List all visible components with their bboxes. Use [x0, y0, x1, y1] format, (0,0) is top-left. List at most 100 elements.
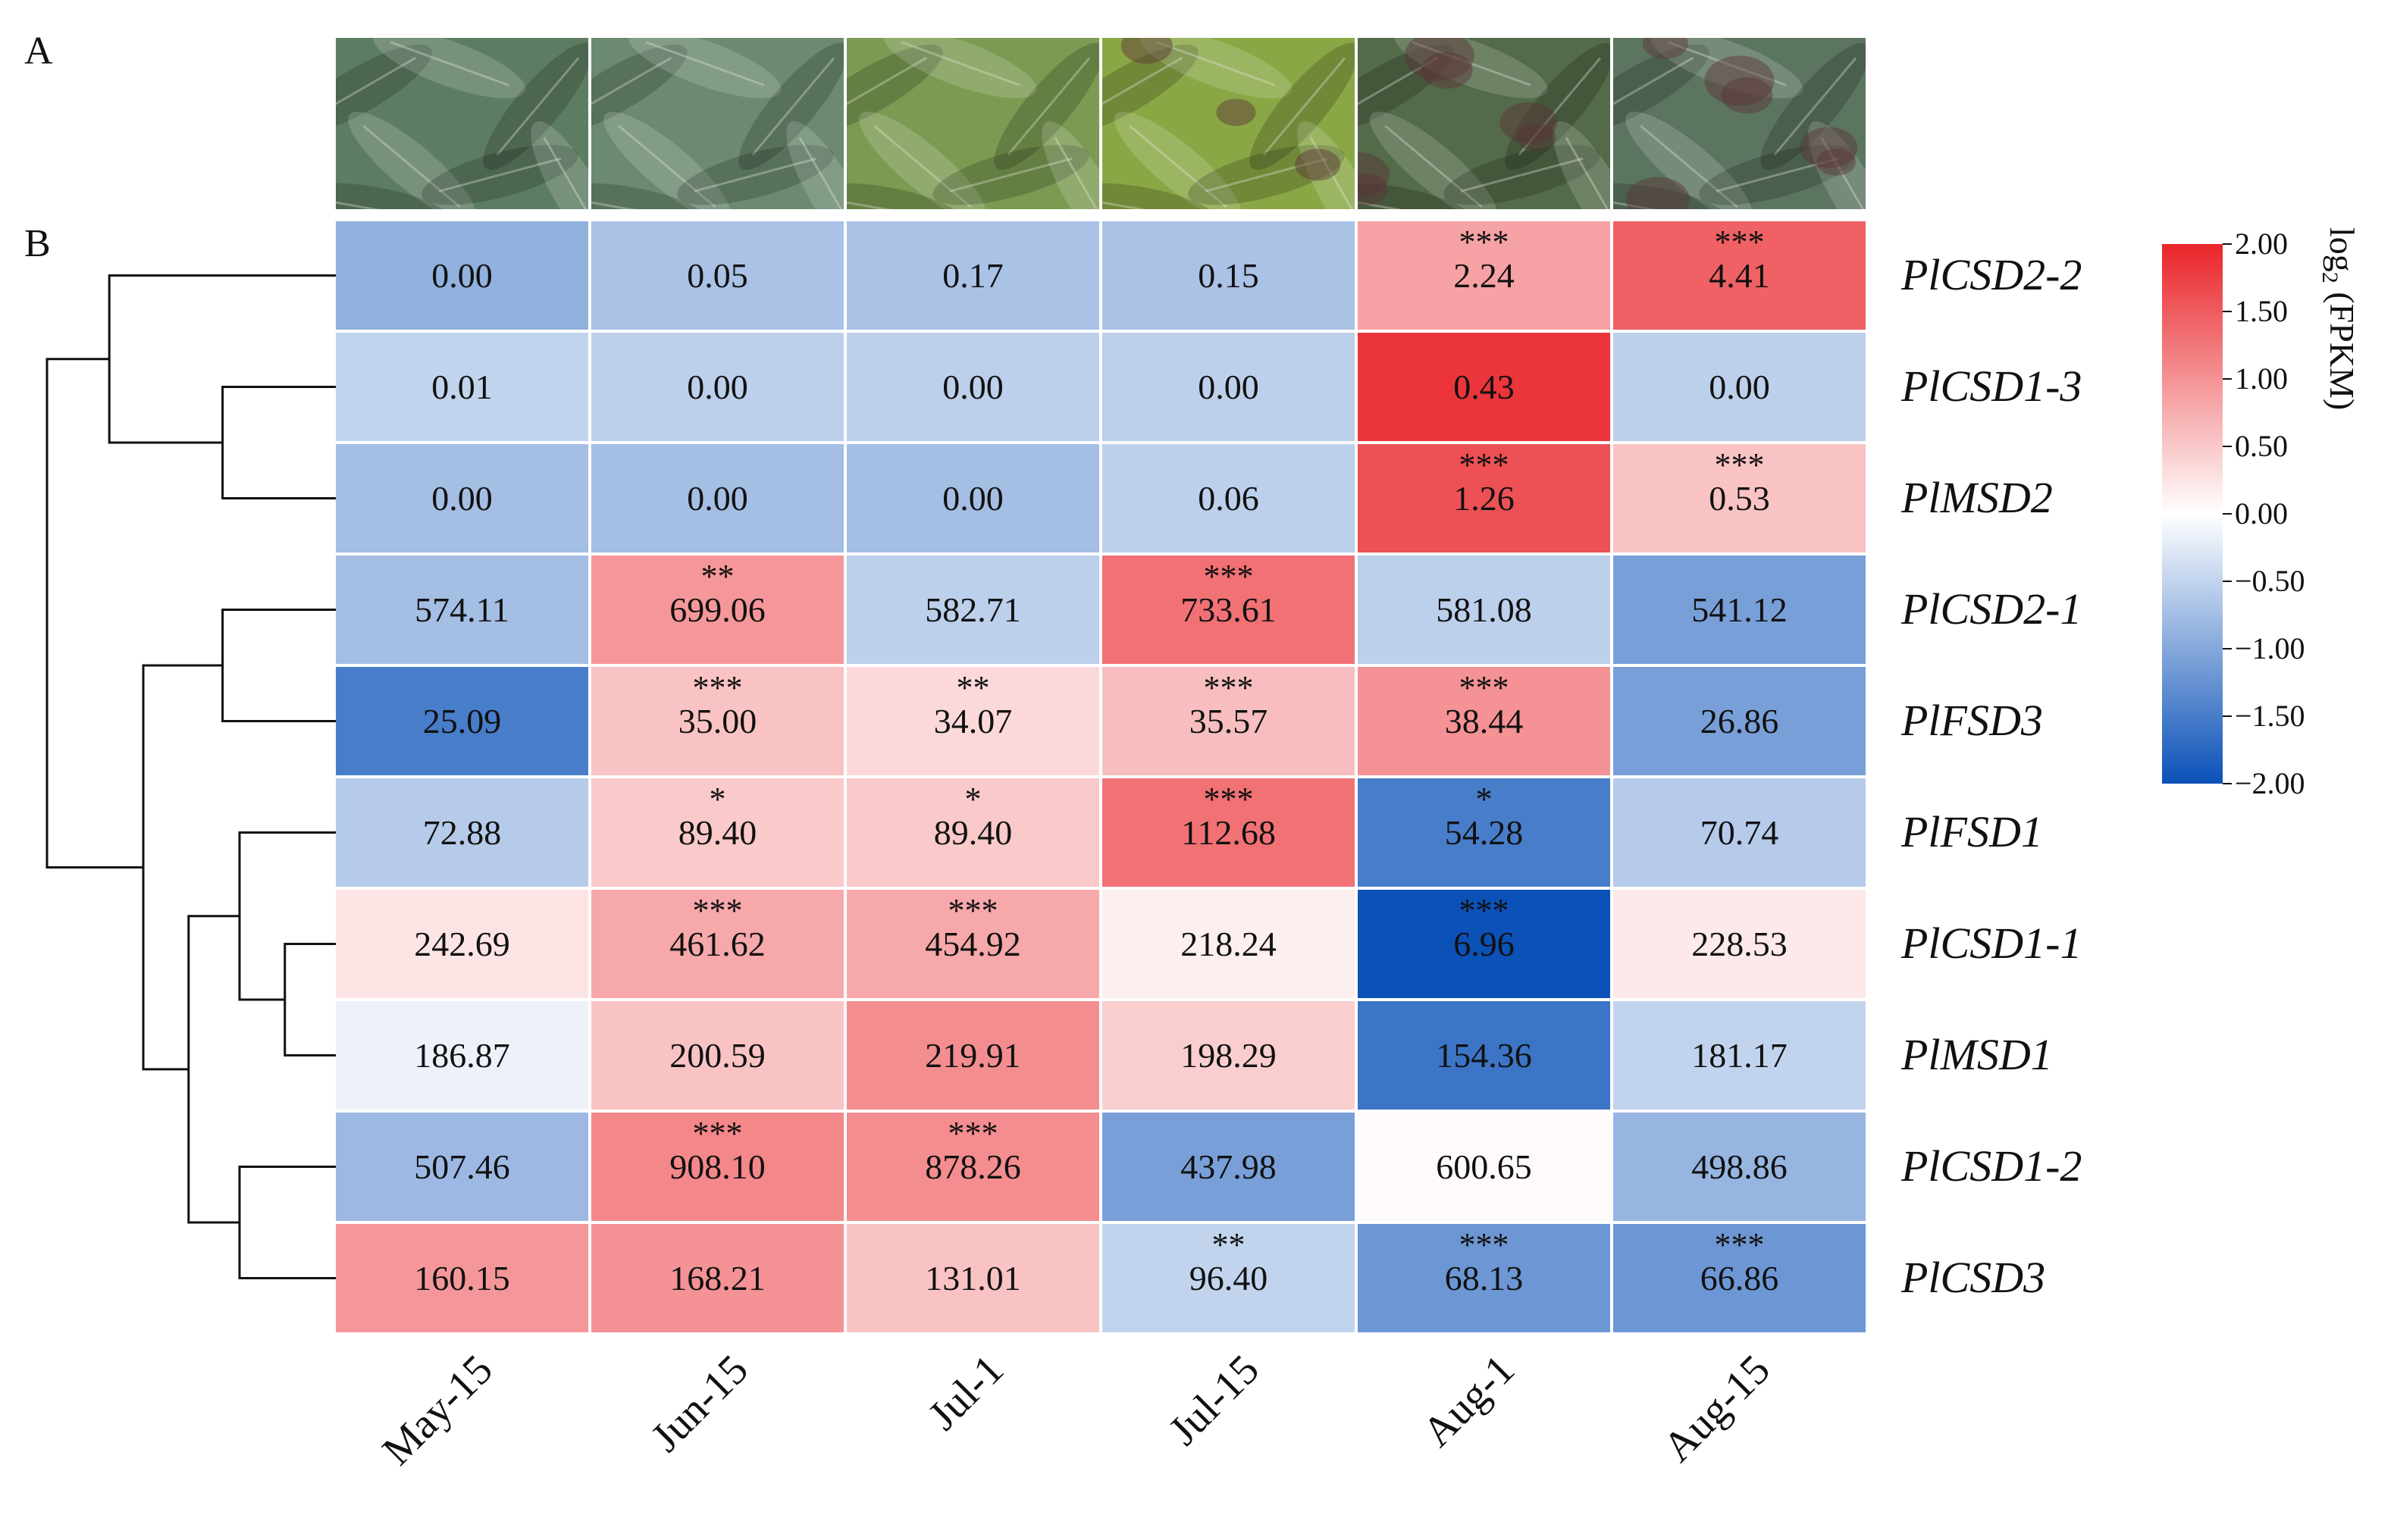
cell-value-label: 0.00: [942, 478, 1004, 518]
colorbar-tick-label: −0.50: [2235, 564, 2305, 598]
cell-value-label: 0.17: [942, 255, 1004, 295]
heatmap-cell: *** 68.13: [1358, 1224, 1610, 1332]
row-label: PlCSD1-2: [1901, 1141, 2082, 1191]
heatmap-cell: 581.08: [1358, 556, 1610, 664]
cell-value-label: 25.09: [422, 701, 502, 740]
cell-value-label: 66.86: [1700, 1258, 1779, 1297]
column-label: Jul-15: [1159, 1346, 1268, 1454]
column-label: Aug-15: [1653, 1346, 1779, 1471]
colorbar-tick-mark: [2223, 783, 2232, 784]
photo-may-15: [336, 38, 588, 209]
heatmap-cell: 154.36: [1358, 1001, 1610, 1110]
colorbar-tick-mark: [2223, 446, 2232, 447]
cell-value-label: 218.24: [1180, 924, 1277, 963]
heatmap-cell: 0.15: [1102, 221, 1355, 330]
cell-value-label: 0.00: [1198, 367, 1259, 406]
cell-value-label: 0.00: [1709, 367, 1770, 406]
significance-mark: **: [700, 557, 735, 595]
cell-value-label: 454.92: [925, 924, 1021, 963]
photo-aug-1: [1358, 38, 1610, 209]
heatmap-cell: ** 699.06: [591, 556, 844, 664]
heatmap-cell: 198.29: [1102, 1001, 1355, 1110]
heatmap-cell: 437.98: [1102, 1113, 1355, 1221]
significance-mark: ***: [1203, 780, 1254, 818]
row-label: PlMSD2: [1901, 472, 2053, 522]
cell-value-label: 160.15: [414, 1258, 510, 1297]
significance-mark: ***: [692, 891, 743, 929]
cell-value-label: 131.01: [925, 1258, 1021, 1297]
cell-value-label: 4.41: [1709, 255, 1770, 295]
dendrogram-link: [238, 831, 336, 1001]
cell-value-label: 186.87: [414, 1035, 510, 1075]
significance-mark: ***: [1203, 668, 1254, 706]
heatmap-cell: 219.91: [847, 1001, 1099, 1110]
colorbar-tick-label: −2.00: [2235, 766, 2305, 800]
cell-value-label: 200.59: [669, 1035, 766, 1075]
heatmap-cell: 0.00: [591, 444, 844, 552]
cell-value-label: 1.26: [1453, 478, 1515, 518]
cell-value-label: 72.88: [422, 812, 502, 852]
cell-value-label: 68.13: [1444, 1258, 1524, 1297]
cell-value-label: 228.53: [1691, 924, 1788, 963]
colorbar-tick-mark: [2223, 378, 2232, 380]
heatmap-cell: 0.00: [847, 333, 1099, 441]
heatmap-cell: 0.01: [336, 333, 588, 441]
heatmap-cell: 131.01: [847, 1224, 1099, 1332]
significance-mark: **: [956, 668, 990, 706]
cell-value-label: 6.96: [1453, 924, 1515, 963]
heatmap-cell: *** 112.68: [1102, 778, 1355, 887]
heatmap-cell: 200.59: [591, 1001, 844, 1110]
cell-value-label: 582.71: [925, 590, 1021, 629]
colorbar-tick-label: 1.50: [2235, 294, 2288, 328]
dendrogram-link: [238, 1166, 336, 1279]
colorbar-tick-mark: [2223, 715, 2232, 717]
photo-jul-1: [847, 38, 1099, 209]
heatmap-cell: 498.86: [1613, 1113, 1866, 1221]
cell-value-label: 219.91: [925, 1035, 1021, 1075]
significance-mark: ***: [1459, 1225, 1509, 1263]
cell-value-label: 0.43: [1453, 367, 1515, 406]
heatmap-cell: *** 2.24: [1358, 221, 1610, 330]
cell-value-label: 2.24: [1453, 255, 1515, 295]
colorbar-tick-label: 0.00: [2235, 496, 2288, 531]
significance-mark: ***: [1459, 668, 1509, 706]
cell-value-label: 600.65: [1436, 1147, 1532, 1186]
heatmap-cell: *** 454.92: [847, 890, 1099, 998]
heatmap-cell: *** 6.96: [1358, 890, 1610, 998]
significance-mark: ***: [1714, 223, 1765, 261]
significance-mark: ***: [1459, 891, 1509, 929]
cell-value-label: 89.40: [678, 812, 757, 852]
cell-value-label: 0.00: [942, 367, 1004, 406]
heatmap-cell: 72.88: [336, 778, 588, 887]
heatmap-cell: 0.43: [1358, 333, 1610, 441]
cell-value-label: 541.12: [1691, 590, 1788, 629]
row-label: PlFSD3: [1901, 695, 2043, 745]
heatmap-cell: *** 35.00: [591, 667, 844, 775]
heatmap-cell: ** 96.40: [1102, 1224, 1355, 1332]
heatmap-cell: 181.17: [1613, 1001, 1866, 1110]
cell-value-label: 0.06: [1198, 478, 1259, 518]
cell-value-label: 26.86: [1700, 701, 1779, 740]
cell-value-label: 699.06: [669, 590, 766, 629]
cell-value-label: 38.44: [1444, 701, 1524, 740]
significance-mark: ***: [692, 1114, 743, 1152]
column-label: Jun-15: [641, 1346, 757, 1461]
cell-value-label: 112.68: [1181, 812, 1276, 852]
panel-label-b: B: [24, 222, 51, 265]
cell-value-label: 878.26: [925, 1147, 1021, 1186]
dendrogram-link: [45, 358, 143, 869]
row-dendrogram: [45, 274, 336, 1279]
heatmap-cell: * 89.40: [847, 778, 1099, 887]
row-label: PlCSD1-1: [1901, 918, 2082, 968]
heatmap-cell: 0.00: [591, 333, 844, 441]
heatmap-cell: *** 38.44: [1358, 667, 1610, 775]
cell-value-label: 0.53: [1709, 478, 1770, 518]
heatmap-cell: 0.00: [1613, 333, 1866, 441]
colorbar-tick-mark: [2223, 311, 2232, 312]
heatmap-cell: 541.12: [1613, 556, 1866, 664]
significance-mark: **: [1211, 1225, 1246, 1263]
heatmap-cell: 0.00: [336, 221, 588, 330]
cell-value-label: 733.61: [1180, 590, 1277, 629]
colorbar-tick-mark: [2223, 513, 2232, 515]
dendrogram-link: [284, 943, 336, 1056]
